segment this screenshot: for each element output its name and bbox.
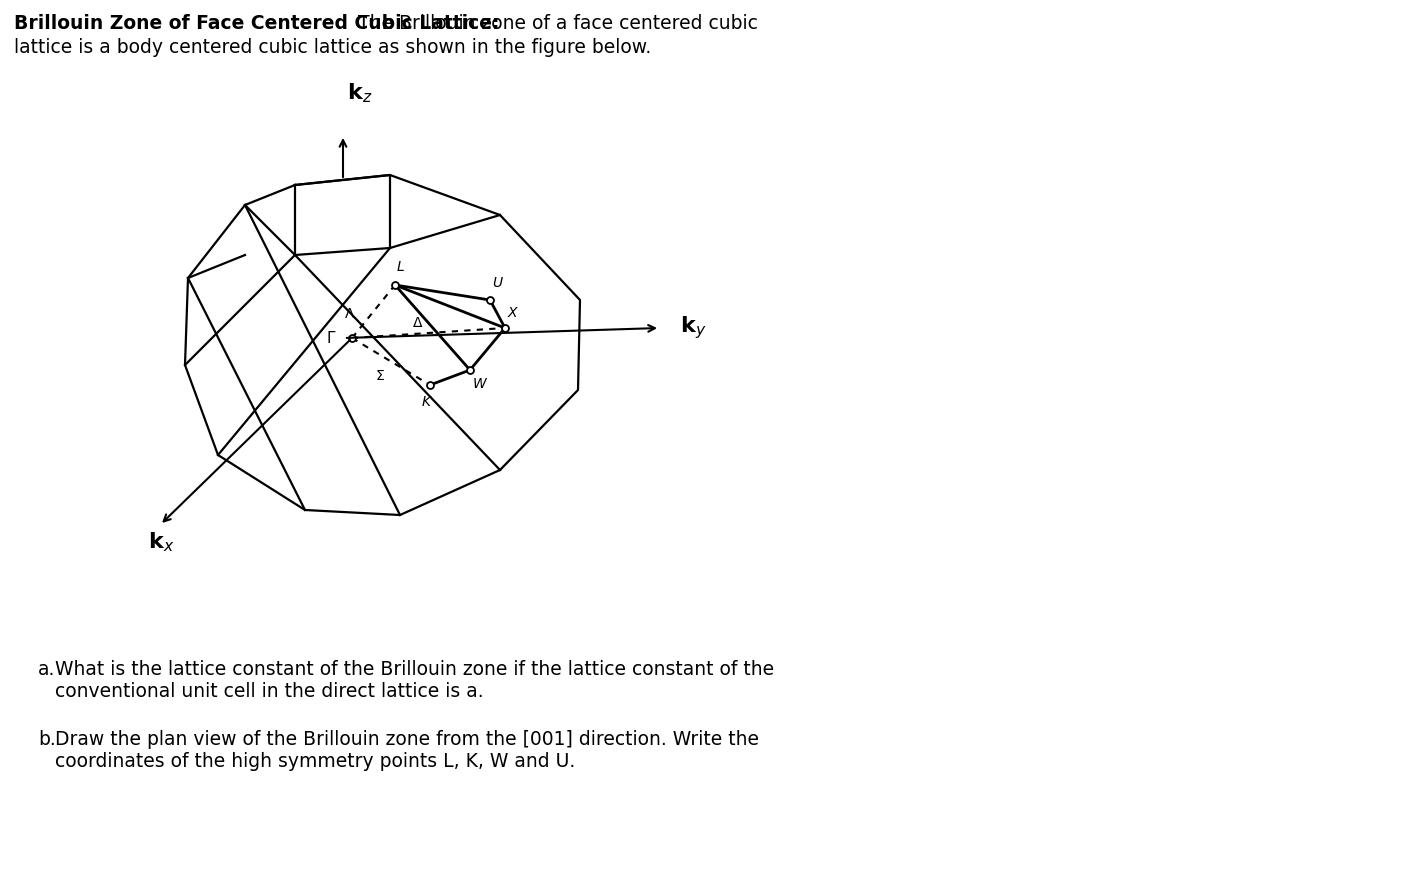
- Text: L: L: [397, 260, 404, 274]
- Text: $\Gamma$: $\Gamma$: [326, 330, 336, 346]
- Text: $\Lambda$: $\Lambda$: [343, 307, 355, 321]
- Text: $\mathbf{k}_x$: $\mathbf{k}_x$: [148, 530, 174, 554]
- Text: $\Sigma$: $\Sigma$: [376, 369, 386, 383]
- Text: X: X: [508, 306, 517, 320]
- Text: Brillouin Zone of Face Centered Cubic Lattice:: Brillouin Zone of Face Centered Cubic La…: [14, 14, 500, 33]
- Text: $\Delta$: $\Delta$: [412, 316, 423, 330]
- Text: a.: a.: [38, 660, 56, 679]
- Text: W: W: [473, 377, 487, 391]
- Text: $\mathbf{k}_y$: $\mathbf{k}_y$: [681, 314, 706, 342]
- Text: U: U: [493, 276, 503, 290]
- Text: lattice is a body centered cubic lattice as shown in the figure below.: lattice is a body centered cubic lattice…: [14, 38, 651, 57]
- Text: The Brillouin zone of a face centered cubic: The Brillouin zone of a face centered cu…: [352, 14, 758, 33]
- Text: $\mathbf{k}_z$: $\mathbf{k}_z$: [347, 81, 373, 105]
- Text: What is the lattice constant of the Brillouin zone if the lattice constant of th: What is the lattice constant of the Bril…: [56, 660, 775, 701]
- Text: Draw the plan view of the Brillouin zone from the [001] direction. Write the
coo: Draw the plan view of the Brillouin zone…: [56, 730, 759, 771]
- Text: b.: b.: [38, 730, 56, 749]
- Text: K: K: [422, 395, 430, 409]
